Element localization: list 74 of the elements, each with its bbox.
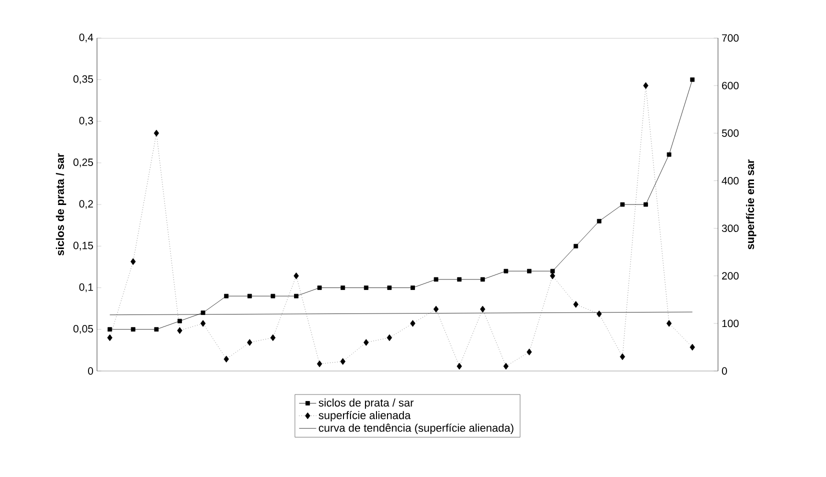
point: [574, 244, 578, 248]
point: [433, 306, 439, 313]
point: [410, 320, 416, 327]
legend-label: superfície alienada: [318, 410, 411, 422]
point: [224, 294, 229, 298]
y2-tick-label: 0: [722, 367, 727, 375]
point: [620, 353, 626, 360]
y2-tick-label: 500: [722, 129, 739, 137]
point: [154, 130, 160, 137]
point: [596, 310, 602, 318]
point: [364, 286, 368, 290]
point: [108, 327, 112, 332]
y-tick-label: 0: [88, 367, 94, 375]
point: [364, 339, 369, 346]
y-tick-label: 0,15: [73, 242, 94, 250]
y2-tick-label: 200: [722, 272, 739, 280]
point: [666, 152, 672, 157]
y-tick-label: 0,1: [79, 283, 93, 292]
y-axis-title: siclos de prata / sar: [56, 153, 66, 256]
point: [316, 360, 322, 368]
point: [690, 344, 695, 351]
point: [620, 202, 625, 207]
point: [573, 301, 578, 308]
point: [177, 327, 182, 334]
y-tick-label: 0,3: [79, 116, 94, 126]
point: [410, 286, 415, 290]
point: [130, 258, 136, 265]
point: [526, 348, 532, 356]
point: [294, 294, 298, 298]
point: [200, 310, 206, 315]
point: [550, 268, 555, 274]
point: [503, 362, 509, 370]
point: [456, 362, 462, 370]
y2-axis-title: superfície em sar: [746, 159, 756, 250]
y-tick-label: 0,2: [79, 200, 93, 209]
point: [387, 286, 392, 290]
point: [247, 339, 252, 346]
point: [666, 320, 672, 327]
point: [690, 77, 695, 82]
y2-tick-label: 400: [722, 177, 739, 184]
point: [200, 320, 206, 327]
point: [107, 334, 112, 342]
point: [270, 334, 276, 342]
point: [527, 268, 532, 274]
point: [434, 277, 438, 282]
point: [386, 334, 392, 342]
point: [457, 277, 462, 282]
point: [154, 327, 159, 332]
legend-label: siclos de prata / sar: [318, 398, 414, 409]
point: [270, 294, 276, 298]
point: [247, 294, 252, 298]
y2-tick-label: 700: [722, 34, 739, 42]
y-tick-label: 0,25: [73, 158, 94, 168]
point: [504, 268, 508, 274]
point: [178, 318, 182, 324]
y2-tick-label: 600: [722, 82, 739, 90]
point: [317, 286, 322, 290]
point: [294, 272, 299, 280]
point: [340, 286, 346, 290]
y2-tick-label: 100: [722, 320, 739, 328]
point: [644, 202, 648, 207]
y-tick-label: 0,05: [73, 325, 94, 334]
point: [224, 356, 229, 363]
y2-tick-label: 300: [722, 224, 739, 232]
point: [480, 277, 485, 282]
y-tick-label: 0,4: [79, 34, 94, 42]
point: [130, 327, 136, 332]
point: [596, 218, 602, 224]
point: [643, 82, 648, 89]
point: [550, 272, 556, 280]
point: [480, 306, 486, 313]
legend-label: curva de tendência (superfície alienada): [318, 424, 514, 434]
y-tick-label: 0,35: [73, 75, 94, 84]
point: [340, 358, 346, 365]
